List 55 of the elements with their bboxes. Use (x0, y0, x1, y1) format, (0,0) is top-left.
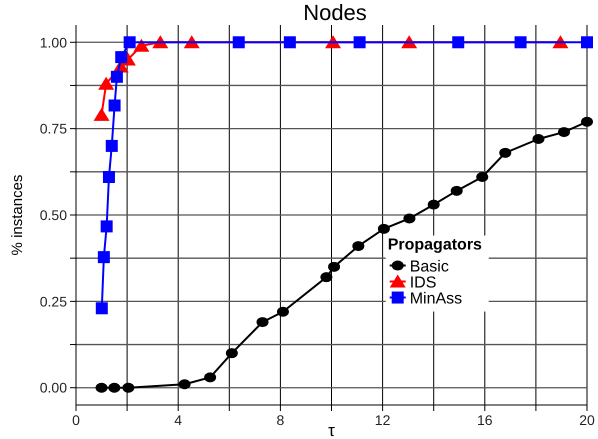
point (98, 251, 110, 264)
point (96, 302, 108, 314)
point (124, 36, 136, 48)
point (226, 348, 238, 358)
point (581, 36, 593, 48)
point (256, 317, 269, 328)
y-tick-label: 0.00 (40, 380, 68, 396)
legend-title: Propagators (388, 236, 482, 254)
point (94, 108, 110, 121)
point (581, 116, 593, 127)
point (328, 262, 340, 272)
y-axis-title: % instances (9, 174, 26, 256)
legend-label: MinAss (410, 290, 462, 308)
point (106, 140, 118, 152)
x-tick-label: 16 (477, 412, 493, 428)
x-axis-title: τ (328, 421, 336, 439)
x-tick-label: 8 (276, 412, 284, 428)
point (284, 36, 296, 48)
point (102, 171, 115, 183)
point (378, 224, 390, 234)
x-tick-label: 0 (72, 412, 80, 428)
point (558, 127, 570, 138)
point (115, 51, 128, 64)
point (108, 382, 120, 393)
point (178, 379, 191, 390)
point (232, 36, 245, 48)
point (354, 36, 366, 48)
y-tick-label: 0.25 (40, 293, 68, 310)
point (352, 241, 364, 252)
point (499, 148, 512, 158)
x-tick-label: 20 (579, 412, 595, 428)
point (276, 306, 289, 317)
x-tick-label: 12 (374, 412, 391, 428)
point (428, 200, 440, 210)
point (122, 382, 134, 393)
chart-title: Nodes (303, 0, 367, 25)
point (108, 99, 121, 112)
point (98, 76, 114, 90)
point (320, 272, 332, 282)
point (532, 134, 544, 144)
point (514, 36, 527, 48)
legend-label: IDS (410, 274, 436, 292)
y-tick-label: 0.75 (40, 120, 68, 137)
point (204, 372, 216, 382)
y-tick-label: 1.00 (40, 34, 68, 50)
point (450, 186, 463, 196)
point (96, 382, 108, 393)
legend-label: Basic (410, 258, 449, 276)
y-tick-label: 0.50 (40, 207, 68, 223)
point (100, 220, 113, 232)
point (476, 172, 488, 182)
point (452, 36, 464, 48)
point (403, 213, 416, 224)
point (110, 70, 123, 83)
x-tick-label: 4 (174, 412, 182, 428)
